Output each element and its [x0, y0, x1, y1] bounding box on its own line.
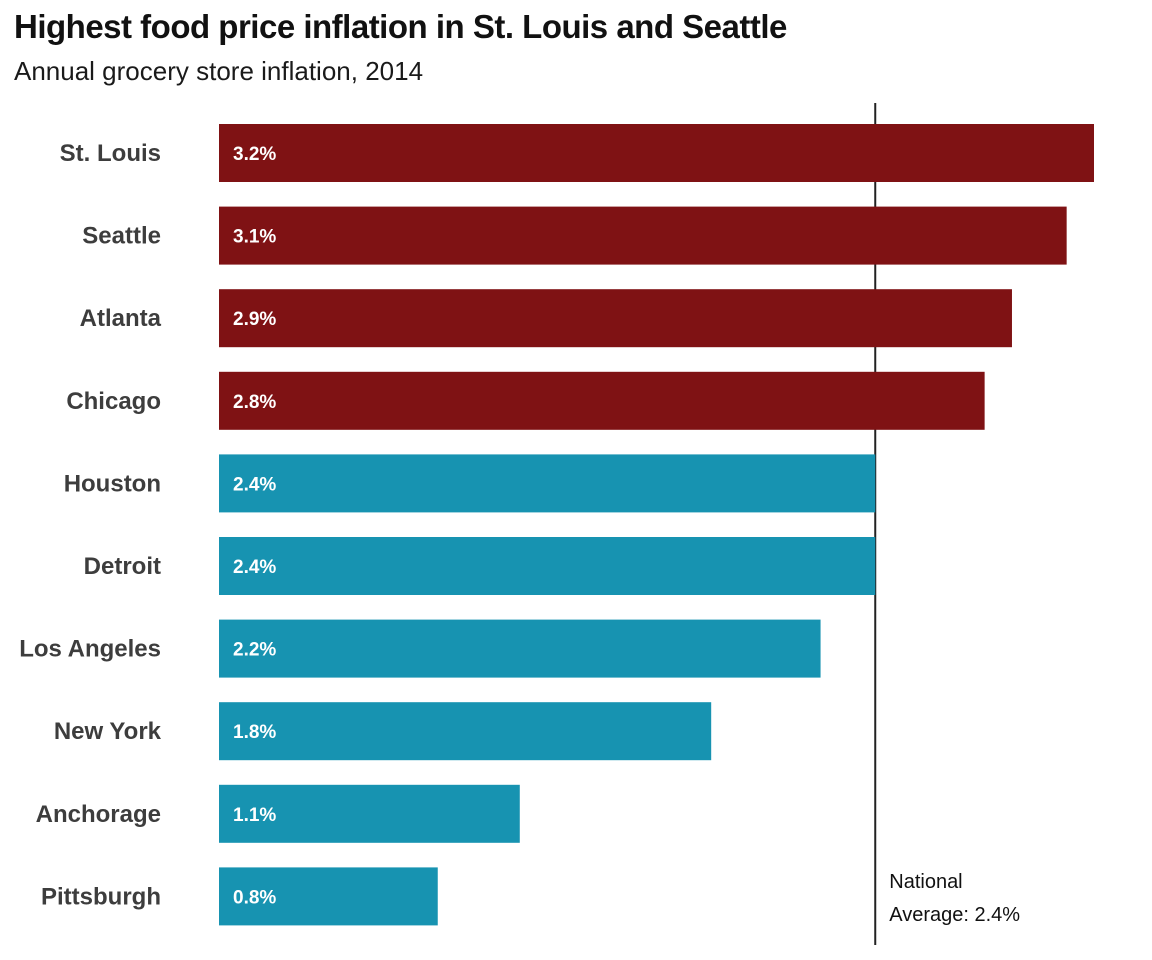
value-label: 3.1% — [233, 227, 276, 248]
bar — [219, 454, 876, 513]
category-label: Atlanta — [80, 305, 162, 332]
bar — [219, 537, 876, 595]
category-label: Houston — [64, 470, 161, 497]
category-label: New York — [54, 718, 162, 745]
value-label: 3.2% — [233, 144, 276, 165]
category-label: Los Angeles — [19, 636, 161, 663]
bar — [219, 371, 985, 430]
value-label: 0.8% — [233, 887, 276, 908]
category-label: Anchorage — [36, 801, 161, 828]
bar — [219, 619, 821, 678]
bar — [219, 867, 438, 926]
bar — [219, 206, 1067, 265]
bar — [219, 289, 1012, 348]
value-label: 1.8% — [233, 722, 276, 743]
bar — [219, 784, 520, 843]
national-average-label: Average: 2.4% — [889, 904, 1020, 926]
category-label: Pittsburgh — [41, 883, 161, 910]
category-label: Detroit — [84, 553, 161, 580]
category-label: Seattle — [82, 223, 161, 250]
value-label: 1.1% — [233, 805, 276, 826]
chart-title: Highest food price inflation in St. Loui… — [14, 8, 787, 45]
value-label: 2.4% — [233, 557, 276, 578]
category-label: St. Louis — [60, 140, 161, 167]
national-average-label: National — [889, 871, 962, 893]
category-label: Chicago — [66, 388, 161, 415]
value-label: 2.8% — [233, 392, 276, 413]
value-label: 2.4% — [233, 474, 276, 495]
value-label: 2.2% — [233, 640, 276, 661]
value-label: 2.9% — [233, 309, 276, 330]
bar — [219, 124, 1094, 182]
bar — [219, 702, 712, 761]
chart-subtitle: Annual grocery store inflation, 2014 — [14, 56, 424, 86]
